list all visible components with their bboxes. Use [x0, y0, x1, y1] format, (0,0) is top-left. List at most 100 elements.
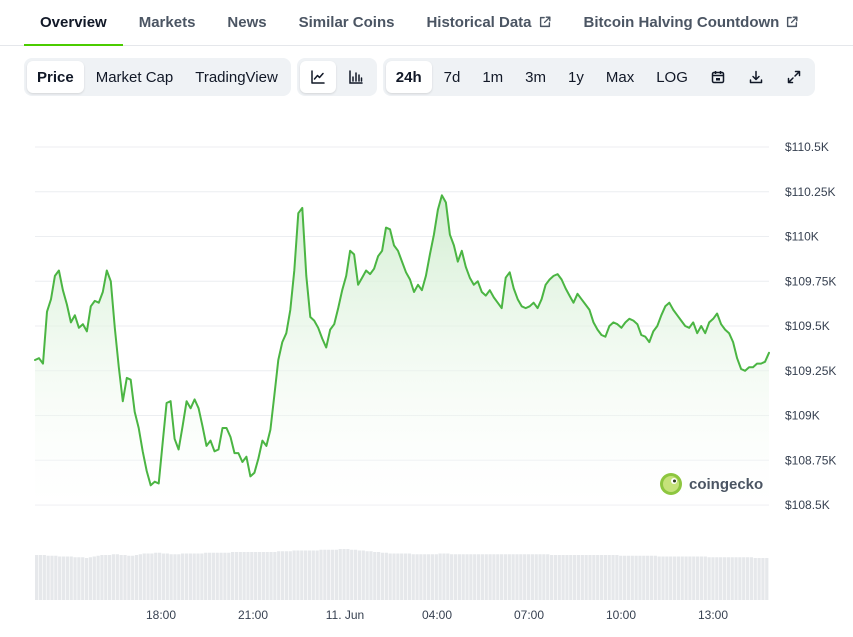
chart-toolbar: Price Market Cap TradingView 24h 7d 1m 3m 1y Ma… — [24, 58, 815, 96]
volume-bar — [711, 557, 715, 600]
volume-bar — [311, 550, 315, 600]
line-chart-icon — [311, 70, 325, 84]
volume-bar — [369, 551, 373, 600]
volume-bar — [692, 556, 696, 600]
range-3m-button[interactable]: 3m — [525, 68, 547, 86]
range-7d-button[interactable]: 7d — [443, 68, 461, 86]
volume-bar — [238, 552, 242, 600]
volume-bar — [538, 554, 542, 600]
volume-bar — [607, 555, 611, 600]
volume-bar — [46, 555, 50, 600]
tab-label: Markets — [138, 13, 196, 31]
volume-bar — [569, 555, 573, 600]
tab-historical-data[interactable]: Historical Data — [410, 0, 567, 45]
volume-bar — [342, 549, 346, 600]
volume-bar — [327, 549, 331, 600]
range-1y-button[interactable]: 1y — [568, 68, 584, 86]
tab-markets[interactable]: Markets — [123, 0, 212, 45]
volume-bar — [599, 555, 604, 600]
tab-similar-coins[interactable]: Similar Coins — [283, 0, 411, 45]
y-tick-label: $108.75K — [785, 453, 836, 467]
volume-bar — [488, 554, 492, 600]
volume-bar — [38, 555, 43, 600]
volume-bar — [738, 557, 742, 600]
volume-bar — [642, 555, 646, 600]
x-tick-label: 13:00 — [698, 608, 728, 622]
y-tick-label: $110.5K — [785, 140, 829, 154]
line-chart-button[interactable] — [299, 61, 336, 93]
volume-bar — [242, 552, 246, 600]
range-max-button[interactable]: Max — [605, 68, 635, 86]
volume-bar — [173, 554, 177, 600]
range-1m-button[interactable]: 1m — [482, 68, 504, 86]
tab-overview[interactable]: Overview — [24, 0, 123, 46]
download-button[interactable] — [738, 61, 774, 93]
y-tick-label: $109.25K — [785, 364, 836, 378]
volume-bar — [115, 554, 119, 600]
volume-bar — [169, 554, 173, 600]
volume-bar — [392, 553, 396, 600]
volume-bar — [726, 557, 730, 600]
volume-bar — [699, 556, 704, 600]
volume-bar — [111, 554, 116, 600]
volume-bar — [292, 550, 296, 600]
volume-bar — [634, 555, 638, 600]
volume-bar — [573, 555, 577, 600]
volume-bar — [749, 557, 754, 600]
volume-bar — [684, 556, 688, 600]
candlestick-chart-icon — [349, 70, 363, 84]
volume-bar — [204, 552, 208, 600]
volume-bar — [403, 553, 408, 600]
candlestick-chart-button[interactable] — [338, 61, 374, 93]
market-cap-button[interactable]: Market Cap — [95, 68, 174, 86]
volume-bar — [576, 555, 581, 600]
tradingview-button[interactable]: TradingView — [195, 68, 278, 86]
volume-bar — [69, 556, 73, 600]
volume-bar — [400, 553, 404, 600]
volume-bar — [473, 554, 477, 600]
volume-bar — [761, 558, 765, 600]
price-button[interactable]: Price — [27, 61, 84, 93]
volume-bar — [127, 555, 131, 600]
volume-bar — [707, 557, 711, 600]
volume-bar — [561, 555, 565, 600]
volume-bar — [484, 554, 488, 600]
x-tick-label: 18:00 — [146, 608, 176, 622]
volume-bar — [161, 553, 166, 600]
volume-bar — [165, 553, 169, 600]
calendar-button[interactable] — [700, 61, 736, 93]
volume-bar — [446, 553, 450, 600]
volume-bar — [419, 554, 423, 600]
volume-bar — [757, 558, 761, 600]
range-24h-button[interactable]: 24h — [385, 61, 432, 93]
volume-bar — [380, 552, 385, 600]
tab-news[interactable]: News — [211, 0, 282, 45]
range-log-button[interactable]: LOG — [656, 68, 688, 86]
tab-label: Historical Data — [426, 13, 532, 31]
volume-bar — [123, 555, 127, 600]
volume-bar — [58, 556, 62, 600]
volume-bar — [81, 557, 85, 600]
y-tick-label: $110K — [785, 230, 819, 244]
volume-bar — [665, 556, 669, 600]
volume-bar — [261, 552, 265, 600]
tab-bitcoin-halving-countdown[interactable]: Bitcoin Halving Countdown — [568, 0, 816, 45]
volume-bar — [676, 556, 681, 600]
calendar-icon — [711, 71, 725, 84]
volume-bar — [146, 553, 150, 600]
volume-bar — [250, 552, 254, 600]
volume-bar — [596, 555, 600, 600]
tab-label: Bitcoin Halving Countdown — [583, 13, 780, 31]
y-tick-label: $110.25K — [785, 185, 836, 199]
volume-bar — [461, 554, 465, 600]
volume-bar — [434, 554, 438, 600]
volume-bar — [131, 555, 135, 600]
volume-bar — [92, 556, 96, 600]
chart-style-toggle — [296, 58, 377, 96]
volume-bar — [526, 554, 531, 600]
volume-bar — [734, 557, 738, 600]
volume-bar — [227, 552, 231, 600]
expand-button[interactable] — [776, 61, 812, 93]
volume-bar — [211, 552, 216, 600]
volume-bar — [499, 554, 504, 600]
